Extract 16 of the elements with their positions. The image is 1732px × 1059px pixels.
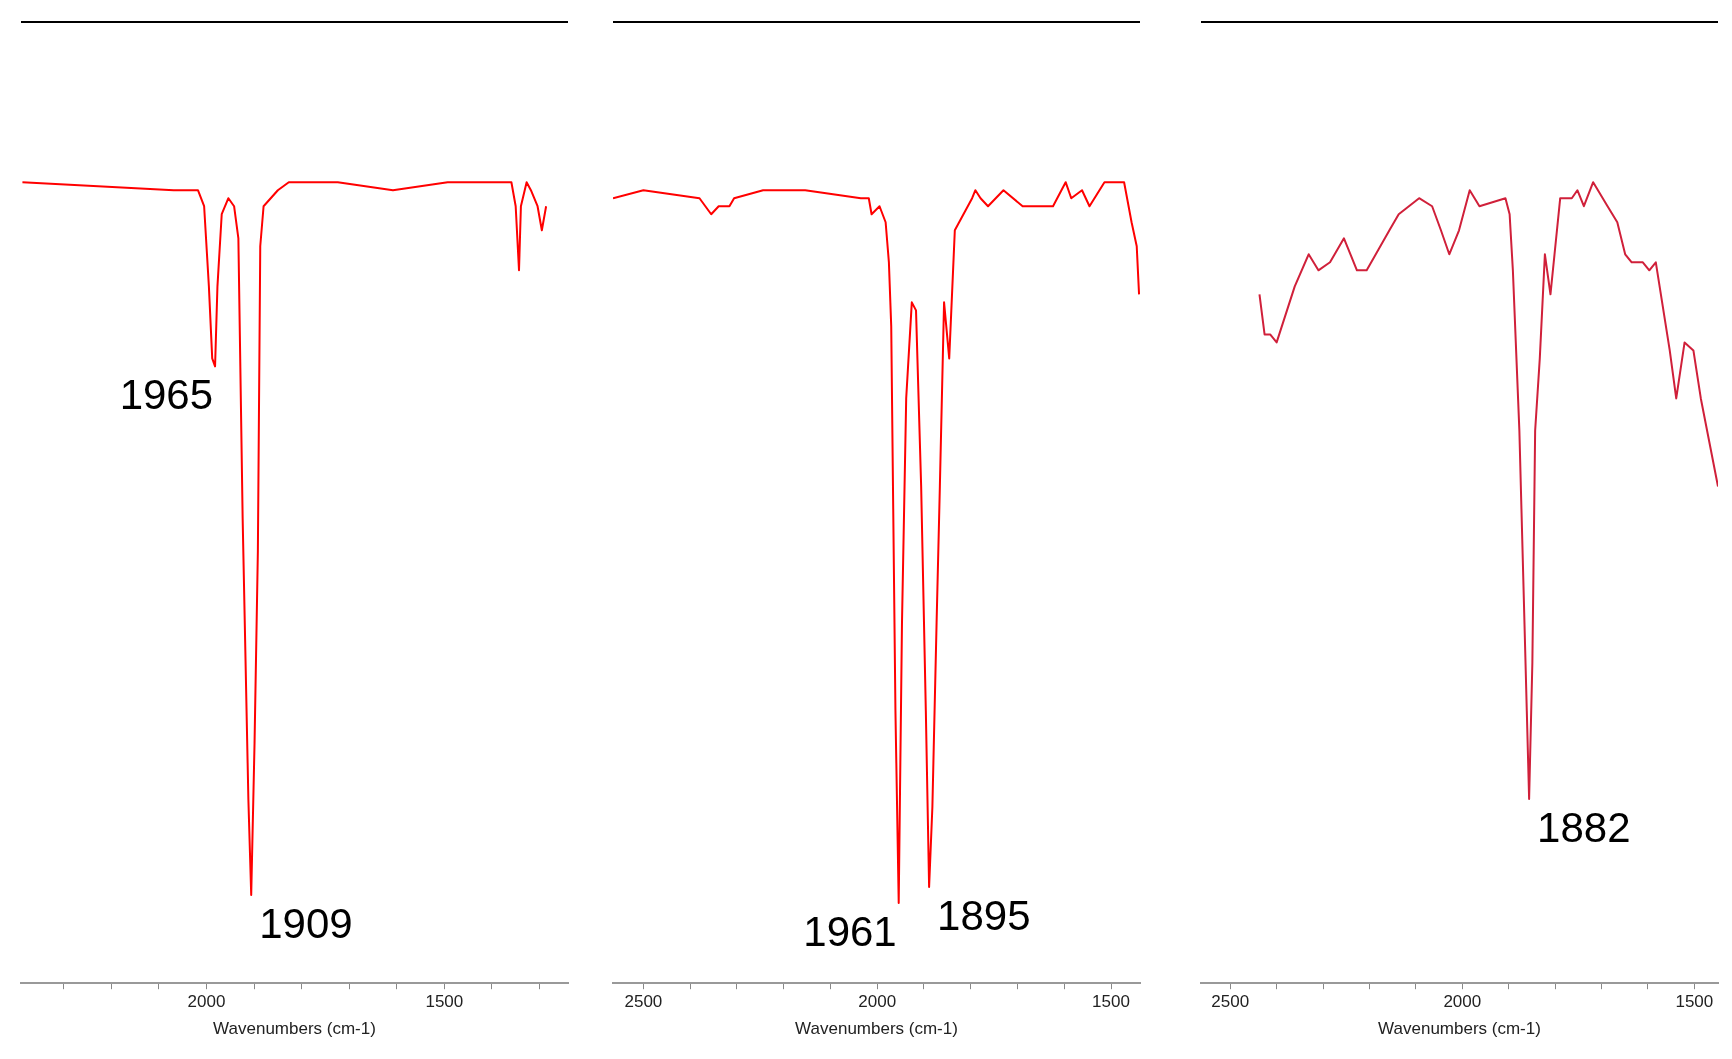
x-tick-label: 1500	[425, 992, 464, 1012]
x-axis-title: Wavenumbers (cm-1)	[1378, 1019, 1541, 1039]
x-tick-label: 1500	[1675, 992, 1714, 1012]
x-tick-label: 2000	[858, 992, 897, 1012]
x-tick-label: 2000	[187, 992, 226, 1012]
x-tick-label: 2000	[1443, 992, 1482, 1012]
annotation: 1965	[119, 371, 214, 419]
annotation: 1961	[803, 907, 897, 955]
annotation: 1895	[937, 891, 1031, 939]
x-tick-label: 2500	[624, 992, 663, 1012]
annotation: 1882	[1537, 803, 1631, 851]
annotation: 1909	[259, 899, 353, 947]
x-tick-label: 1500	[1092, 992, 1130, 1012]
x-axis-title: Wavenumbers (cm-1)	[795, 1019, 958, 1039]
x-tick-label: 2500	[1211, 992, 1250, 1012]
x-axis-title: Wavenumbers (cm-1)	[213, 1019, 376, 1039]
